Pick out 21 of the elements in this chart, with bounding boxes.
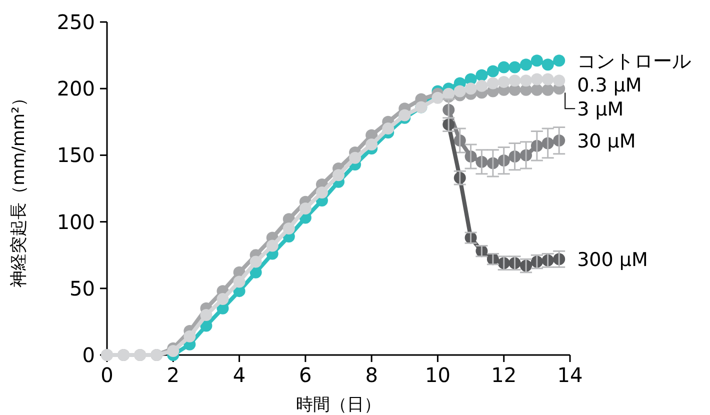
- y-tick-label: 50: [70, 276, 95, 300]
- y-tick-label: 150: [56, 143, 95, 168]
- x-tick-label: 12: [491, 363, 517, 387]
- x-tick-label: 8: [365, 363, 378, 387]
- x-tick-label: 6: [299, 363, 312, 387]
- x-tick-label: 14: [557, 363, 583, 387]
- y-tick-label: 100: [56, 210, 95, 234]
- x-tick-label: 0: [100, 363, 114, 387]
- series-label: 3 μM: [577, 98, 624, 121]
- y-tick-label: 250: [56, 10, 95, 34]
- y-tick-label: 0: [82, 343, 95, 367]
- y-tick-label: 200: [56, 76, 95, 101]
- series-label: 300 μM: [577, 249, 648, 272]
- x-tick-label: 2: [166, 363, 180, 387]
- series-label: 30 μM: [577, 130, 636, 153]
- x-axis-title: 時間（日）: [296, 395, 381, 415]
- x-tick-label: 4: [232, 363, 246, 387]
- series-label: 0.3 μM: [577, 74, 642, 97]
- y-axis-title: 神経突起長（mm/mm²）: [9, 90, 29, 288]
- x-tick-label: 10: [424, 363, 450, 387]
- series-label: コントロール: [577, 50, 692, 73]
